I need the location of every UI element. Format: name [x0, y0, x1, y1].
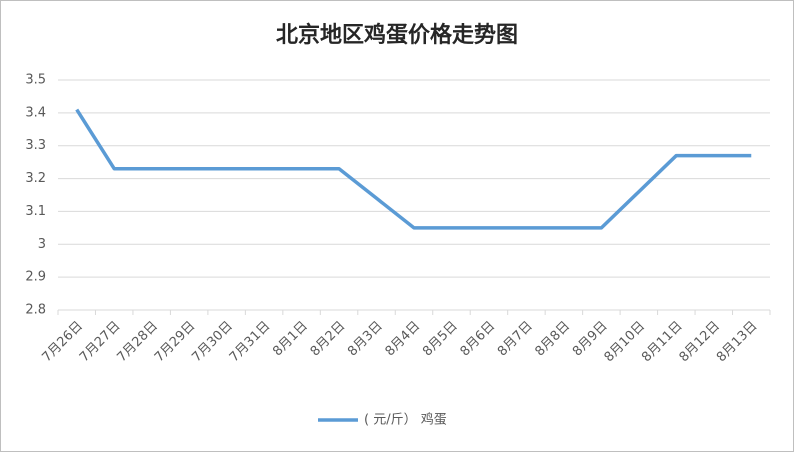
y-tick-label: 3.4 [25, 105, 46, 120]
y-tick-label: 3.3 [25, 138, 46, 153]
y-tick-label: 3.5 [25, 73, 46, 88]
legend-label: ( 元/斤） 鸡蛋 [364, 412, 447, 428]
y-tick-label: 2.9 [25, 270, 46, 285]
line-series [75, 108, 752, 230]
y-tick-label: 3.2 [25, 171, 46, 186]
chart-title: 北京地区鸡蛋价格走势图 [276, 22, 518, 48]
y-tick-label: 3 [38, 237, 46, 252]
y-tick-label: 3.1 [25, 204, 46, 219]
y-tick-label: 2.8 [25, 303, 46, 318]
